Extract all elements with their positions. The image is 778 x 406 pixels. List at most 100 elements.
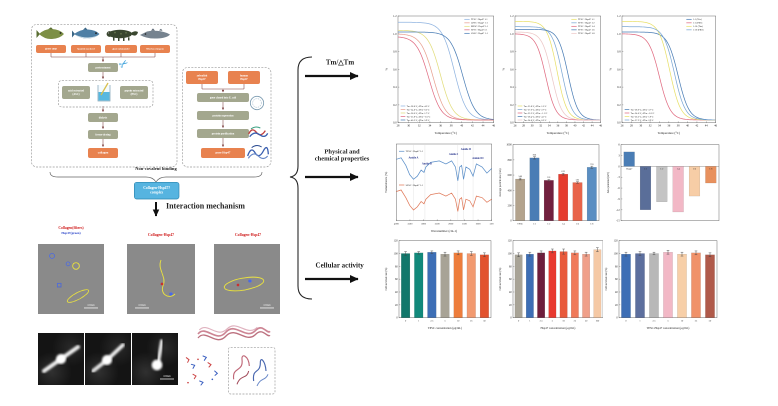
species-text: Spanish mackerel [77,47,95,51]
tem1-label-line2: Hsp47(green) [61,231,81,235]
hsp47-structure-icon [248,126,269,138]
gene-clone-step: gene cloned into E. coli [196,92,249,102]
svg-text:0: 0 [510,317,512,320]
svg-text:Amide I: Amide I [449,153,458,156]
svg-text:Amide A: Amide A [409,156,419,159]
svg-text:10: 10 [681,319,684,322]
svg-text:2500: 2500 [435,223,441,226]
svg-text:40: 40 [509,291,512,294]
afm-image-3: 100nm [131,332,178,385]
svg-text:20: 20 [615,304,618,307]
species-label-grass-carp: grass carp [35,44,66,53]
chart-dsc-mix: 0.0 0.2 0.4 0.6 0.8 1.0 1.2 28 30 32 34 36 38 40 42 44 4… [382,11,497,136]
svg-text:0.4: 0.4 [617,86,621,89]
svg-text:0.0: 0.0 [510,122,514,125]
svg-text:0: 0 [510,220,512,223]
svg-text:1:1: 1:1 [644,168,648,171]
svg-text:0.8: 0.8 [617,51,621,54]
svg-text:703: 703 [590,164,594,166]
pepsin-extraction-step: pepsin extracted (PSC) [119,85,148,99]
svg-text:1:2: 1:2 [660,168,664,171]
svg-text:-15: -15 [616,220,620,223]
svg-text:120: 120 [508,240,513,243]
species-text: giant salamander [112,47,130,51]
pretreatment-step: pretreatment [87,62,118,72]
scale-text: 100nm [138,304,146,307]
step-text: pepsin extracted [124,89,144,93]
svg-text:1:10 (Tris): 1:10 (Tris) [693,25,703,28]
svg-text:0.8: 0.8 [393,51,397,54]
chart-particle-size: 0 200 400 600 800 1000 548 TPSC 826 1:1 531 1:2 612 1… [496,139,603,234]
svg-text:28: 28 [630,125,633,128]
svg-text:612: 612 [561,171,564,173]
hsp47-source-zebrafish: zebrafish Hsp47 [185,70,218,84]
interaction-mechanism-label: Interaction mechanism [165,201,245,211]
afm3-content: 100nm [151,339,174,380]
tem3-label: Collagen-Hsp47 [234,232,262,237]
step-text: pure Hsp47 [215,151,231,155]
svg-text:30: 30 [639,125,642,128]
svg-text:Tm=33.8°C, ΔTm=-0.5°C: Tm=33.8°C, ΔTm=-0.5°C [407,115,431,118]
branch-text: chemical properties [314,155,370,163]
svg-text:0.6: 0.6 [510,68,514,71]
svg-text:Zeta potential (mV): Zeta potential (mV) [607,172,610,193]
svg-text:1.0: 1.0 [617,33,621,36]
svg-text:28: 28 [522,125,525,128]
svg-text:30: 30 [407,125,410,128]
svg-text:TPSC+Hsp47 1:1: TPSC+Hsp47 1:1 [578,18,595,21]
svg-text:Tm=34.6°C, ΔTm=0.3°C: Tm=34.6°C, ΔTm=0.3°C [407,108,430,111]
svg-text:5: 5 [552,319,554,322]
step-text: collagen [97,151,109,155]
freeze-drying-step: freeze-drying [87,129,118,139]
svg-text:0.0: 0.0 [617,122,621,125]
svg-text:2.5: 2.5 [653,319,657,322]
svg-text:Tm=36.2°C, ΔTm=1.9°C: Tm=36.2°C, ΔTm=1.9°C [631,115,654,118]
svg-text:1.0: 1.0 [510,33,514,36]
grass-carp-icon [36,27,64,40]
giant-salamander-icon [106,29,138,41]
svg-text:80: 80 [395,265,398,268]
svg-text:40: 40 [615,291,618,294]
step-text: protein purification [211,131,235,135]
svg-text:SPSC+Hsp47 1:1: SPSC+Hsp47 1:1 [471,29,488,32]
tem2-annotations: 100nm [134,259,176,309]
svg-text:100: 100 [596,319,600,322]
beaker-icon [97,82,111,102]
svg-text:26: 26 [514,125,517,128]
scale-text: 100nm [263,304,271,307]
svg-text:Tm=35.8°C, ΔTm=1.5°C: Tm=35.8°C, ΔTm=1.5°C [524,105,547,108]
svg-text:80: 80 [509,265,512,268]
tem1-label-line1: Collagen(fibers) [58,225,84,230]
hsp47-source-human: human Hsp47 [227,70,260,84]
svg-text:120: 120 [394,240,399,243]
complex-box: Collagen-Hsp47? complex [133,181,180,200]
svg-text:5: 5 [667,319,669,322]
afm1-content [41,344,80,373]
chart-zeta-potential: -15 -12 -9 -6 -3 0 3 6 Hsp47 1:1 1:2 1:4 1:6 1:8 Zeta … [604,139,723,234]
svg-text:38: 38 [565,125,568,128]
svg-text:600: 600 [508,174,513,177]
svg-text:Wavenumber (cm-1): Wavenumber (cm-1) [431,229,457,233]
chart-dsc-ratio: 0.0 0.2 0.4 0.6 0.8 1.0 1.2 26 28 30 32 34 36 38 40 42 4… [499,11,604,136]
svg-text:1.2: 1.2 [393,15,397,18]
docking-zoom-box [227,346,276,395]
tem2-label: Collagen-Hsp47 [147,232,175,237]
branch-text: Physical and [324,147,360,155]
svg-text:MPSC+Hsp47 1:1: MPSC+Hsp47 1:1 [471,25,489,28]
chart-viability-tpsc: 0 20 40 60 80 100 120 0 1 2.5 5 10 25 50 TPSC concentr… [382,235,495,331]
svg-text:0.4: 0.4 [510,86,514,89]
svg-text:5: 5 [444,319,446,322]
afm-image-2 [84,332,131,385]
svg-text:502: 502 [576,179,579,181]
svg-text:TPSC-Hsp47 concentration (μg/m: TPSC-Hsp47 concentration (μg/mL) [647,326,690,330]
svg-text:Transmittance (%): Transmittance (%) [384,172,388,193]
step-text: Hsp47 [198,77,206,81]
svg-text:Amide III: Amide III [472,157,483,160]
svg-text:1:4: 1:4 [562,222,566,225]
svg-text:Temperature (°C): Temperature (°C) [435,131,457,135]
svg-text:100: 100 [394,252,399,255]
svg-text:3: 3 [618,155,620,158]
svg-text:3000: 3000 [421,223,427,226]
svg-text:1:10 (PBS): 1:10 (PBS) [693,29,704,32]
svg-text:1:6: 1:6 [576,222,580,225]
